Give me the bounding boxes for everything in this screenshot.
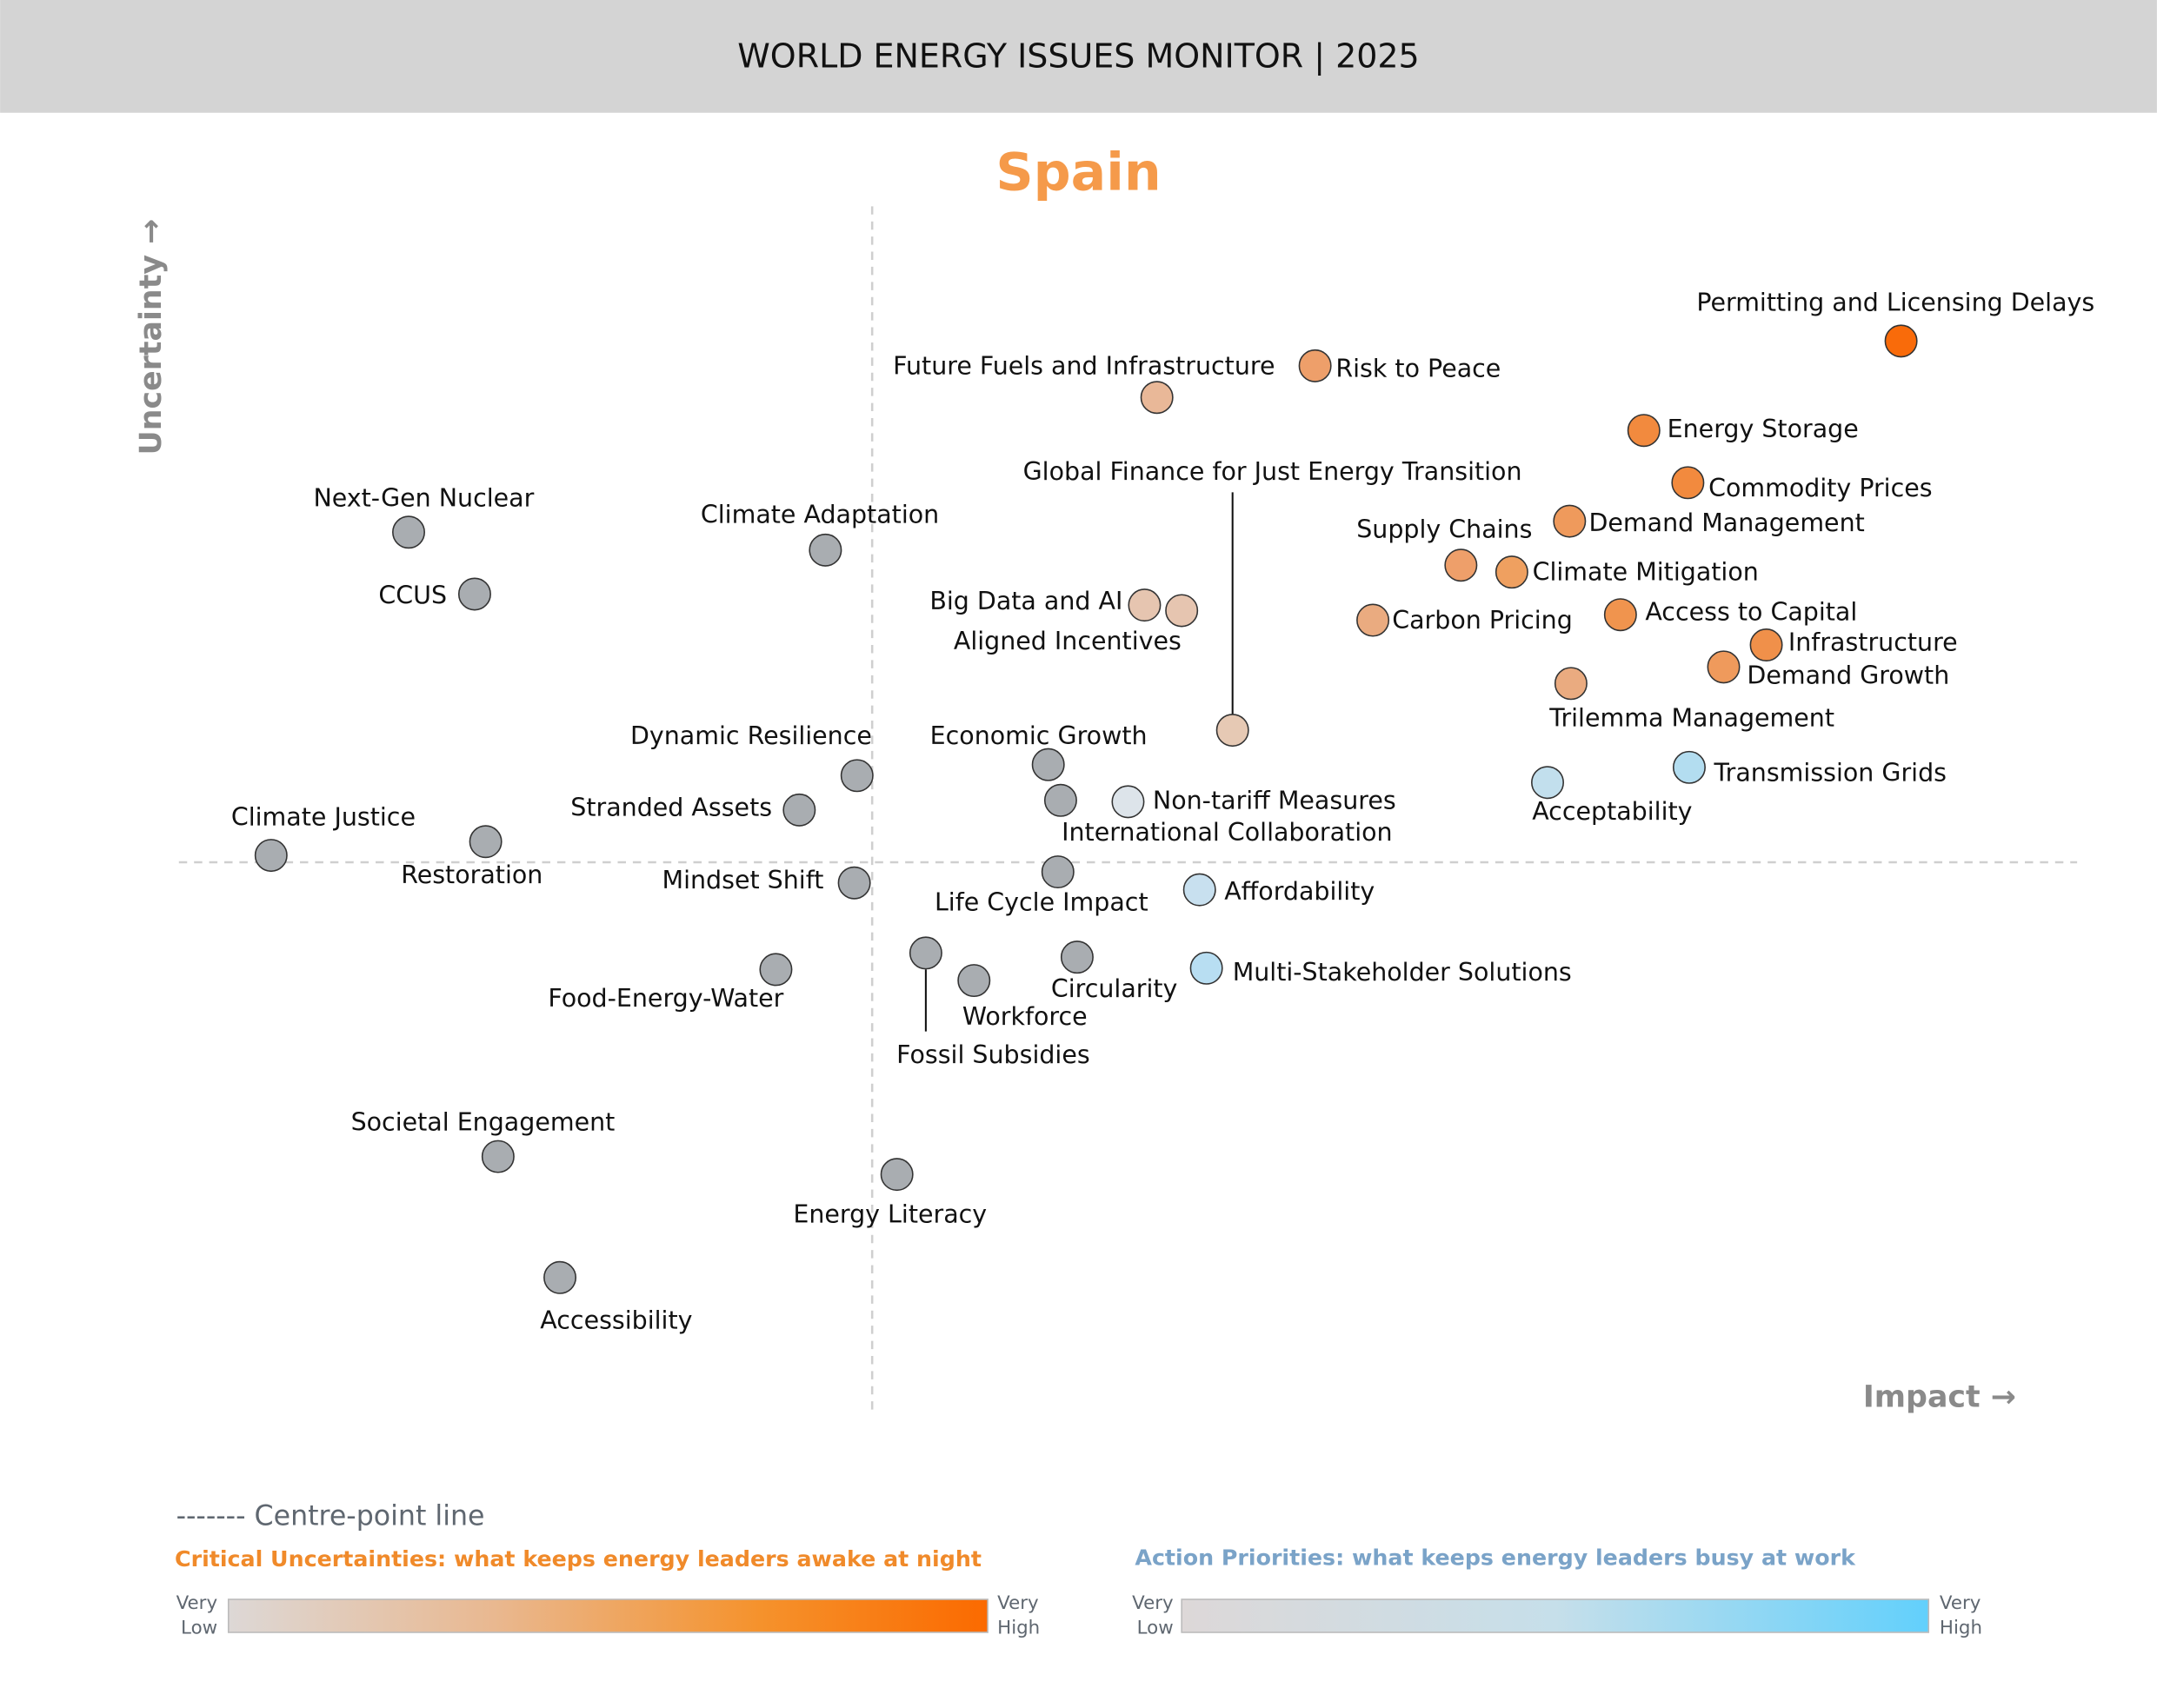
point-label-energy-literacy: Energy Literacy — [793, 1200, 987, 1229]
point-energy-literacy — [880, 1158, 914, 1192]
point-future-fuels-and-infrastructure — [1140, 381, 1174, 415]
point-label-ccus: CCUS — [378, 582, 447, 610]
point-label-non-tariff-measures: Non-tariff Measures — [1153, 786, 1396, 814]
point-acceptability — [1531, 766, 1564, 800]
critical-high-1: Very — [997, 1592, 1038, 1614]
point-carbon-pricing — [1356, 603, 1390, 637]
point-label-fossil-subsidies: Fossil Subsidies — [896, 1040, 1090, 1069]
point-economic-growth — [1031, 748, 1065, 781]
critical-high-2: High — [997, 1618, 1040, 1639]
point-aligned-incentives — [1165, 594, 1199, 628]
point-label-trilemma-management: Trilemma Management — [1548, 703, 1834, 732]
point-mindset-shift — [837, 866, 871, 900]
critical-gradient-bar — [227, 1598, 989, 1633]
action-low-1: Very — [1132, 1592, 1173, 1614]
point-climate-justice — [254, 839, 288, 873]
point-dynamic-resilience — [840, 759, 874, 793]
point-label-global-finance-for-just-energy-transition: Global Finance for Just Energy Transitio… — [1023, 457, 1522, 486]
point-circularity — [1060, 940, 1094, 974]
x-axis-label: Impact → — [1863, 1380, 2016, 1415]
point-label-food-energy-water: Food-Energy-Water — [548, 984, 783, 1013]
point-next-gen-nuclear — [392, 515, 425, 549]
point-label-economic-growth: Economic Growth — [930, 721, 1148, 750]
point-fossil-subsidies — [909, 936, 942, 970]
point-label-future-fuels-and-infrastructure: Future Fuels and Infrastructure — [893, 351, 1275, 380]
point-label-affordability: Affordability — [1224, 877, 1375, 906]
point-label-workforce: Workforce — [962, 1002, 1088, 1031]
point-access-to-capital — [1603, 598, 1637, 632]
point-label-transmission-grids: Transmission Grids — [1713, 759, 1947, 788]
point-label-permitting-and-licensing-delays: Permitting and Licensing Delays — [1696, 289, 2094, 317]
point-label-mindset-shift: Mindset Shift — [662, 866, 824, 894]
point-demand-management — [1553, 504, 1587, 538]
point-transmission-grids — [1672, 750, 1706, 784]
centre-line-legend: ------- Centre-point line — [176, 1501, 485, 1532]
point-permitting-and-licensing-delays — [1884, 324, 1918, 358]
point-life-cycle-impact — [1041, 855, 1075, 889]
point-climate-mitigation — [1495, 555, 1528, 589]
point-label-commodity-prices: Commodity Prices — [1708, 474, 1933, 502]
point-commodity-prices — [1671, 466, 1705, 500]
point-societal-engagement — [481, 1140, 515, 1173]
point-label-next-gen-nuclear: Next-Gen Nuclear — [313, 483, 534, 512]
header-bar — [0, 0, 2157, 113]
point-multi-stakeholder-solutions — [1189, 951, 1223, 985]
point-risk-to-peace — [1298, 349, 1332, 382]
point-label-international-collaboration: International Collaboration — [1062, 818, 1392, 847]
action-high-1: Very — [1940, 1592, 1981, 1614]
point-supply-chains — [1444, 548, 1478, 582]
point-energy-storage — [1627, 414, 1661, 448]
point-international-collaboration — [1043, 783, 1077, 817]
action-caption: Action Priorities: what keeps energy lea… — [1135, 1545, 1856, 1570]
critical-low-1: Very — [176, 1592, 217, 1614]
point-climate-adaptation — [809, 533, 842, 567]
point-label-demand-growth: Demand Growth — [1747, 661, 1949, 689]
chart-title: Spain — [995, 142, 1161, 203]
point-trilemma-management — [1554, 667, 1588, 701]
point-label-dynamic-resilience: Dynamic Resilience — [630, 721, 872, 750]
point-label-climate-justice: Climate Justice — [231, 802, 416, 831]
point-workforce — [957, 964, 991, 998]
point-demand-growth — [1707, 650, 1741, 684]
point-label-carbon-pricing: Carbon Pricing — [1392, 606, 1573, 635]
point-label-energy-storage: Energy Storage — [1668, 415, 1859, 443]
point-label-circularity: Circularity — [1051, 974, 1178, 1003]
critical-low-2: Low — [181, 1618, 217, 1639]
point-label-aligned-incentives: Aligned Incentives — [954, 627, 1182, 655]
point-affordability — [1182, 873, 1216, 907]
point-infrastructure — [1749, 628, 1783, 662]
point-label-life-cycle-impact: Life Cycle Impact — [935, 887, 1148, 916]
critical-caption: Critical Uncertainties: what keeps energ… — [175, 1546, 982, 1572]
action-high-2: High — [1940, 1618, 1982, 1639]
point-label-stranded-assets: Stranded Assets — [570, 793, 772, 821]
point-big-data-and-ai — [1128, 588, 1162, 622]
y-axis-label: Uncertainty → — [134, 219, 169, 455]
point-restoration — [469, 825, 503, 859]
point-label-risk-to-peace: Risk to Peace — [1335, 355, 1501, 383]
point-label-climate-mitigation: Climate Mitigation — [1533, 558, 1759, 587]
point-global-finance-for-just-energy-transition — [1215, 714, 1249, 748]
point-label-multi-stakeholder-solutions: Multi-Stakeholder Solutions — [1233, 958, 1572, 987]
point-ccus — [457, 577, 491, 611]
header-title: WORLD ENERGY ISSUES MONITOR | 2025 — [737, 37, 1419, 76]
action-gradient-bar — [1181, 1598, 1930, 1633]
point-label-acceptability: Acceptability — [1532, 797, 1692, 826]
point-stranded-assets — [782, 793, 816, 827]
point-label-demand-management: Demand Management — [1588, 508, 1864, 537]
point-label-access-to-capital: Access to Capital — [1645, 598, 1857, 627]
point-label-restoration: Restoration — [401, 861, 543, 889]
point-food-energy-water — [759, 953, 793, 987]
point-label-accessibility: Accessibility — [540, 1306, 692, 1334]
point-label-big-data-and-ai: Big Data and AI — [929, 587, 1122, 615]
action-low-2: Low — [1137, 1618, 1174, 1639]
point-non-tariff-measures — [1111, 785, 1145, 819]
point-label-climate-adaptation: Climate Adaptation — [701, 500, 939, 528]
point-label-societal-engagement: Societal Engagement — [351, 1108, 616, 1137]
point-label-supply-chains: Supply Chains — [1356, 515, 1532, 544]
point-accessibility — [543, 1260, 577, 1294]
point-label-infrastructure: Infrastructure — [1788, 628, 1958, 656]
